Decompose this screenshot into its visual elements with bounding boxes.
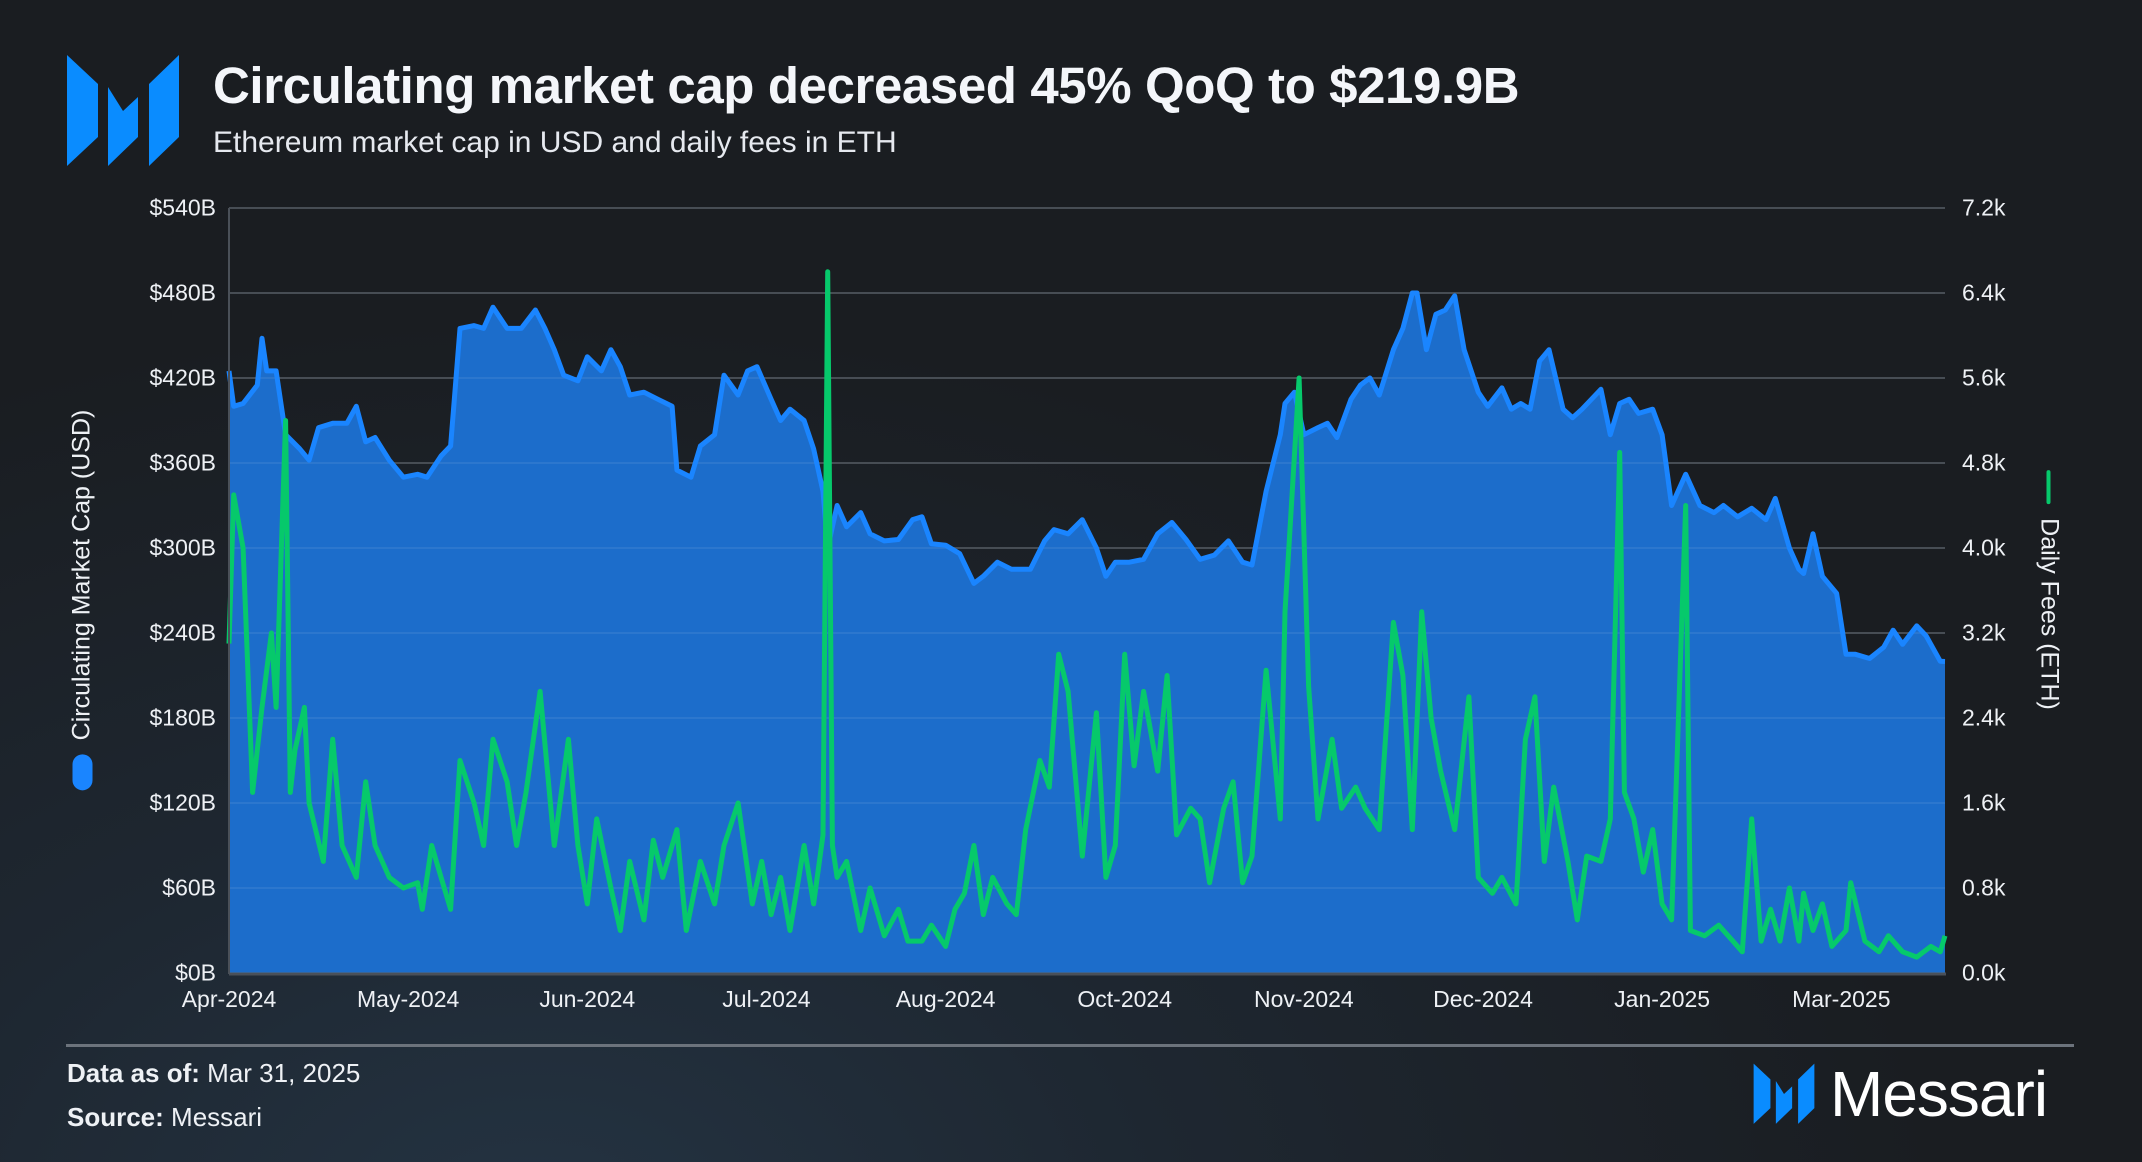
data-as-of-label: Data as of: [67, 1058, 200, 1088]
messari-brand-text: Messari [1830, 1058, 2048, 1130]
x-tick-label: Jan-2025 [1614, 986, 1711, 1012]
y-left-tick-label: $240B [149, 619, 216, 646]
y-right-tick-label: 5.6k [1962, 364, 2006, 391]
data-as-of-value: Mar 31, 2025 [207, 1058, 361, 1088]
x-tick-label: May-2024 [357, 986, 460, 1012]
source-label: Source: [67, 1102, 164, 1132]
y-left-tick-label: $0B [175, 959, 216, 986]
x-tick-label: Aug-2024 [895, 986, 996, 1012]
y-right-tick-label: 7.2k [1962, 194, 2006, 221]
y-left-tick-label: $420B [149, 364, 216, 391]
logo-right-bar [149, 55, 179, 166]
x-tick-label: Nov-2024 [1253, 986, 1354, 1012]
legend-daily-fees: Daily Fees (ETH) [2035, 470, 2064, 710]
x-tick-label: Dec-2024 [1433, 986, 1533, 1012]
y-right-tick-label: 4.0k [1962, 534, 2006, 561]
y-right-tick-label: 3.2k [1962, 619, 2006, 646]
x-tick-label: Mar-2025 [1792, 986, 1891, 1012]
logo-left-bar [67, 55, 98, 166]
y-left-tick-label: $480B [149, 279, 216, 306]
y-left-tick-label: $60B [162, 874, 216, 901]
y-right-tick-label: 2.4k [1962, 704, 2006, 731]
x-tick-label: Oct-2024 [1077, 986, 1173, 1012]
legend-market-cap: Circulating Market Cap (USD) [68, 410, 97, 791]
daily-fees-line [226, 269, 1948, 960]
y-left-tick-label: $540B [149, 194, 216, 221]
messari-brand: Messari [1752, 1058, 2048, 1130]
footer-divider [66, 1044, 2074, 1047]
x-tick-label: Jul-2024 [722, 986, 811, 1012]
y-right-tick-label: 6.4k [1962, 279, 2006, 306]
y-left-tick-label: $180B [149, 704, 216, 731]
y-left-axis-title: Circulating Market Cap (USD) [67, 409, 96, 741]
y-right-axis-title: Daily Fees (ETH) [2035, 518, 2064, 710]
y-right-tick-label: 0.8k [1962, 874, 2006, 901]
x-tick-label: Apr-2024 [181, 986, 277, 1012]
messari-brand-icon [1753, 1063, 1815, 1124]
logo-middle-bar [108, 87, 138, 166]
source: Source: Messari [67, 1102, 262, 1133]
page-subtitle: Ethereum market cap in USD and daily fee… [213, 126, 897, 159]
market-cap-swatch-icon [72, 754, 92, 791]
page-title: Circulating market cap decreased 45% QoQ… [213, 57, 1520, 114]
y-left-tick-label: $360B [149, 449, 216, 476]
y-left-tick-label: $300B [149, 534, 216, 561]
y-right-tick-label: 0.0k [1962, 959, 2006, 986]
market-cap-line [226, 290, 1946, 664]
messari-logo-icon [67, 55, 179, 166]
market-cap-area [229, 293, 1945, 973]
y-right-tick-label: 4.8k [1962, 449, 2006, 476]
daily-fees-swatch-icon [2047, 470, 2051, 505]
y-left-tick-label: $120B [149, 789, 216, 816]
x-tick-label: Jun-2024 [539, 986, 636, 1012]
source-value: Messari [171, 1102, 263, 1132]
data-as-of: Data as of: Mar 31, 2025 [67, 1058, 360, 1089]
y-right-tick-label: 1.6k [1962, 789, 2006, 816]
